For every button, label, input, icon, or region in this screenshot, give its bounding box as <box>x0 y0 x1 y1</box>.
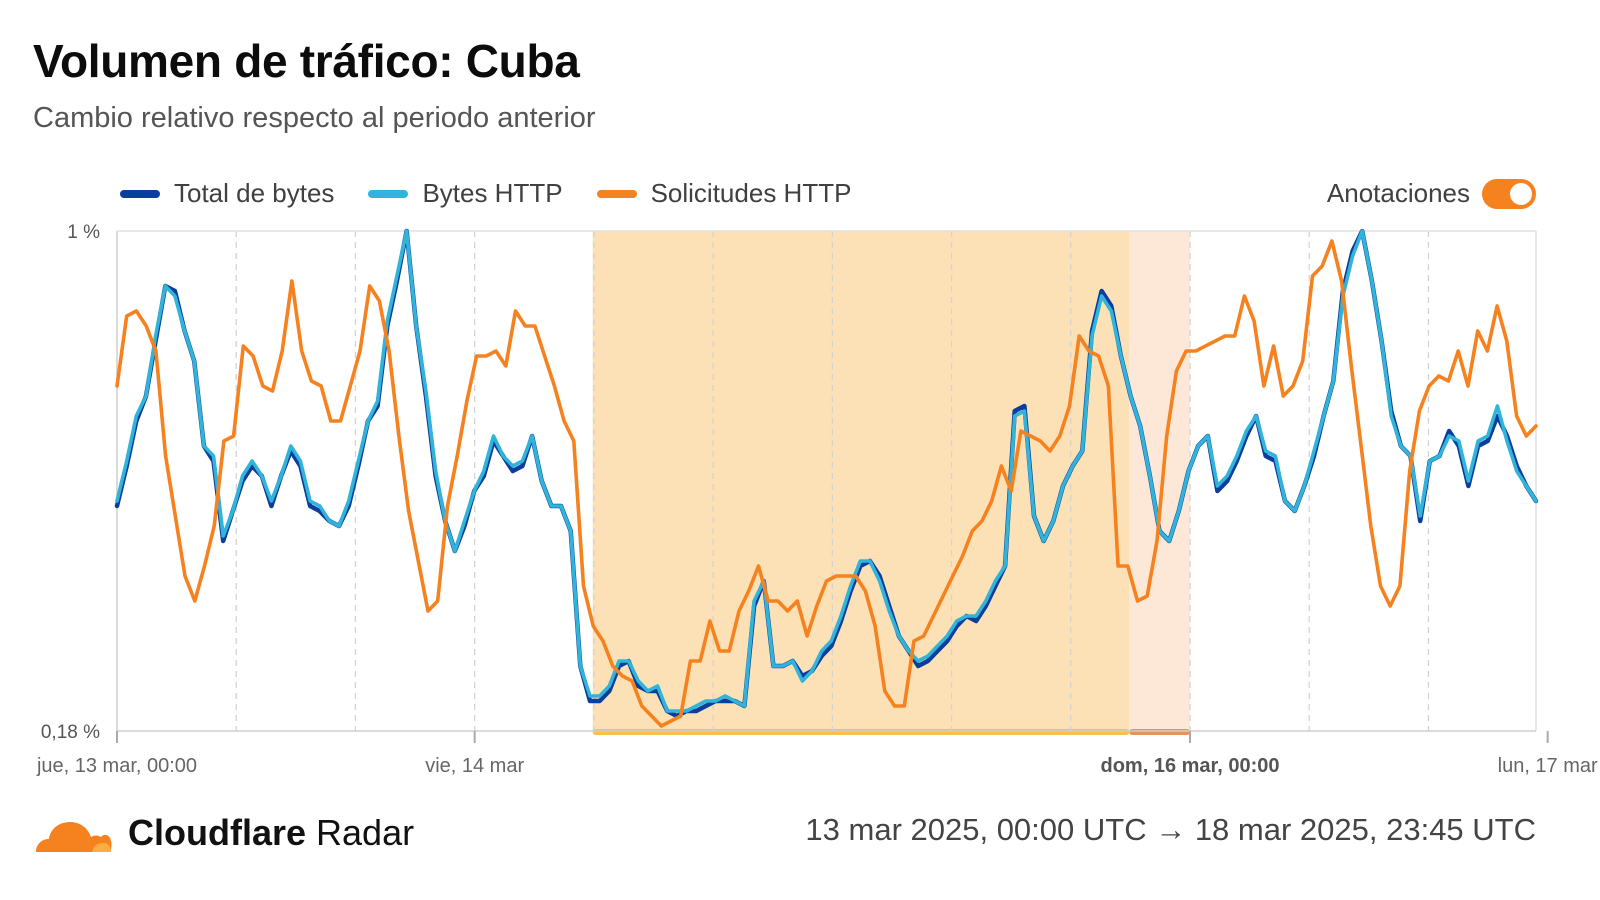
traffic-chart: 1 % 0,18 % jue, 13 mar, 00:00 vie, 14 mar do… <box>36 222 1598 777</box>
x-tick-label-0: jue, 13 mar, 00:00 <box>36 755 197 777</box>
legend-item-http-bytes[interactable]: Bytes HTTP <box>368 178 563 209</box>
chart-legend: Total de bytes Bytes HTTP Solicitudes HT… <box>120 178 851 209</box>
chart-subtitle: Cambio relativo respecto al periodo ante… <box>33 102 596 134</box>
legend-label: Solicitudes HTTP <box>650 178 852 208</box>
legend-swatch <box>596 189 637 198</box>
brand-light: Radar <box>316 812 415 853</box>
annotations-control: Anotaciones <box>1327 178 1536 209</box>
series-line-1 <box>115 229 1538 713</box>
legend-label: Total de bytes <box>174 178 335 208</box>
date-range: 13 mar 2025, 00:00 UTC → 18 mar 2025, 23… <box>805 812 1536 847</box>
annotation-layer <box>592 231 1190 735</box>
legend-swatch <box>368 189 409 198</box>
axis-layer: 1 % 0,18 % jue, 13 mar, 00:00 vie, 14 mar do… <box>36 222 1598 777</box>
cloud-icon <box>36 822 112 852</box>
annotation-bar-1 <box>1129 729 1190 735</box>
toggle-knob <box>1510 182 1532 205</box>
series-line-2 <box>115 239 1538 728</box>
annotations-toggle[interactable] <box>1482 178 1536 209</box>
x-tick-label-3: lun, 17 mar <box>1498 755 1598 777</box>
chart-title: Volumen de tráfico: Cuba <box>33 35 580 87</box>
y-tick-label-bottom: 0,18 % <box>41 722 100 743</box>
brand-bold: Cloudflare <box>128 812 307 853</box>
x-tick-label-1: vie, 14 mar <box>425 755 524 777</box>
series-layer <box>114 228 1539 728</box>
annotation-bar-0 <box>592 729 1130 735</box>
y-tick-label-top: 1 % <box>67 222 100 243</box>
x-tick-label-2: dom, 16 mar, 00:00 <box>1101 755 1280 777</box>
annotation-band-0 <box>592 231 1130 731</box>
brand-name: Cloudflare Radar <box>128 812 414 854</box>
legend-swatch <box>120 189 160 198</box>
legend-label: Bytes HTTP <box>422 178 563 208</box>
cloudflare-radar-logo[interactable]: Cloudflare Radar <box>32 812 414 854</box>
annotations-label: Anotaciones <box>1326 178 1470 208</box>
annotation-band-1 <box>1129 231 1190 731</box>
legend-item-http-requests[interactable]: Solicitudes HTTP <box>596 178 852 209</box>
legend-item-total-bytes[interactable]: Total de bytes <box>120 178 334 209</box>
